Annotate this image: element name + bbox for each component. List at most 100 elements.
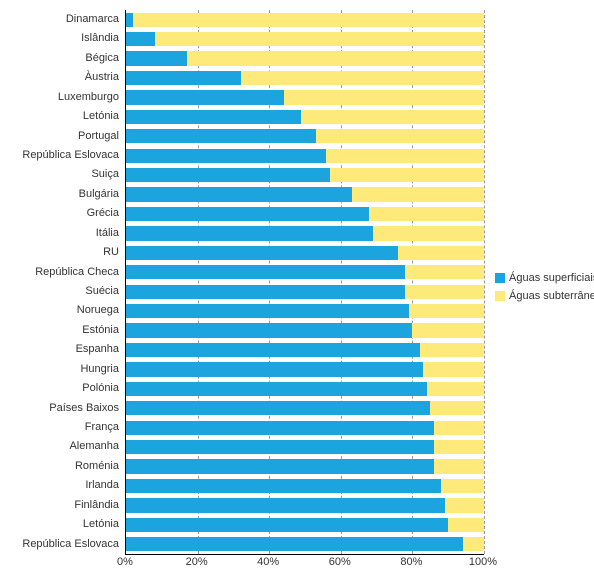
bar-segment-ground [241, 71, 484, 85]
bar-segment-surface [126, 207, 369, 221]
category-label: Espanha [0, 340, 119, 359]
bar-row [126, 246, 484, 260]
bar-segment-surface [126, 285, 405, 299]
bar-row [126, 382, 484, 396]
bar-segment-surface [126, 304, 409, 318]
bar-segment-surface [126, 226, 373, 240]
bar-row [126, 149, 484, 163]
bar-row [126, 537, 484, 551]
bar-row [126, 51, 484, 65]
bar-segment-surface [126, 168, 330, 182]
category-label: Países Baixos [0, 399, 119, 418]
category-label: Alemanha [0, 437, 119, 456]
bar-segment-ground [412, 323, 484, 337]
x-tick-label: 60% [329, 556, 351, 568]
category-label: Suécia [0, 282, 119, 301]
bar-segment-ground [427, 382, 484, 396]
category-label: Noruega [0, 301, 119, 320]
bar-row [126, 168, 484, 182]
bar-segment-ground [409, 304, 484, 318]
bar-row [126, 498, 484, 512]
category-label: Finlândia [0, 496, 119, 515]
bar-segment-ground [434, 440, 484, 454]
legend-label: Águas subterrâneas [509, 290, 594, 302]
bar-row [126, 401, 484, 415]
bar-segment-ground [463, 537, 484, 551]
bar-segment-surface [126, 343, 420, 357]
category-label: RU [0, 243, 119, 262]
bar-segment-surface [126, 537, 463, 551]
bar-segment-ground [316, 129, 484, 143]
category-label: Portugal [0, 127, 119, 146]
category-label: Bulgária [0, 185, 119, 204]
category-label: Islândia [0, 29, 119, 48]
bar-segment-surface [126, 382, 427, 396]
bar-row [126, 129, 484, 143]
bar-row [126, 187, 484, 201]
x-tick-label: 80% [400, 556, 422, 568]
bar-row [126, 71, 484, 85]
chart-container: DinamarcaIslândiaBégicaÀustriaLuxemburgo… [0, 0, 594, 579]
bar-segment-ground [326, 149, 484, 163]
legend-swatch [495, 291, 505, 301]
bar-segment-surface [126, 13, 133, 27]
category-label: Suiça [0, 165, 119, 184]
category-label: Dinamarca [0, 10, 119, 29]
legend-item: Águas superficiais [495, 272, 594, 284]
category-label: Àustria [0, 68, 119, 87]
bar-segment-surface [126, 246, 398, 260]
bar-row [126, 265, 484, 279]
bar-segment-ground [423, 362, 484, 376]
bar-segment-surface [126, 421, 434, 435]
bar-segment-surface [126, 71, 241, 85]
bar-row [126, 421, 484, 435]
bar-row [126, 32, 484, 46]
category-label: República Checa [0, 263, 119, 282]
x-tick-label: 100% [469, 556, 497, 568]
bar-segment-ground [301, 110, 484, 124]
bar-segment-surface [126, 362, 423, 376]
bar-segment-surface [126, 265, 405, 279]
category-label: República Eslovaca [0, 535, 119, 554]
bar-segment-surface [126, 479, 441, 493]
bar-row [126, 207, 484, 221]
bar-segment-ground [420, 343, 484, 357]
bar-segment-surface [126, 149, 326, 163]
category-label: Hungria [0, 360, 119, 379]
category-label: República Eslovaca [0, 146, 119, 165]
bar-segment-surface [126, 498, 445, 512]
bar-segment-surface [126, 90, 284, 104]
category-label: Polónia [0, 379, 119, 398]
legend: Águas superficiais Águas subterrâneas [495, 0, 594, 579]
legend-label: Águas superficiais [509, 272, 594, 284]
bar-segment-surface [126, 110, 301, 124]
bar-segment-surface [126, 32, 155, 46]
category-label: Roménia [0, 457, 119, 476]
bar-segment-ground [133, 13, 484, 27]
x-axis-labels: 0%20%40%60%80%100% [125, 556, 483, 576]
bar-row [126, 285, 484, 299]
category-label: França [0, 418, 119, 437]
category-label: Letónia [0, 515, 119, 534]
category-label: Letónia [0, 107, 119, 126]
bar-segment-ground [405, 285, 484, 299]
bar-segment-ground [441, 479, 484, 493]
bar-segment-ground [284, 90, 484, 104]
category-label: Irlanda [0, 476, 119, 495]
category-label: Bégica [0, 49, 119, 68]
bar-segment-ground [434, 459, 484, 473]
bar-segment-surface [126, 440, 434, 454]
bar-row [126, 90, 484, 104]
bar-row [126, 440, 484, 454]
category-label: Estónia [0, 321, 119, 340]
bar-row [126, 343, 484, 357]
bar-row [126, 479, 484, 493]
category-label: Grécia [0, 204, 119, 223]
legend-item: Águas subterrâneas [495, 290, 594, 302]
bar-row [126, 110, 484, 124]
bar-row [126, 13, 484, 27]
bar-row [126, 459, 484, 473]
bar-segment-ground [445, 498, 484, 512]
plot-area [125, 10, 484, 555]
bar-row [126, 362, 484, 376]
